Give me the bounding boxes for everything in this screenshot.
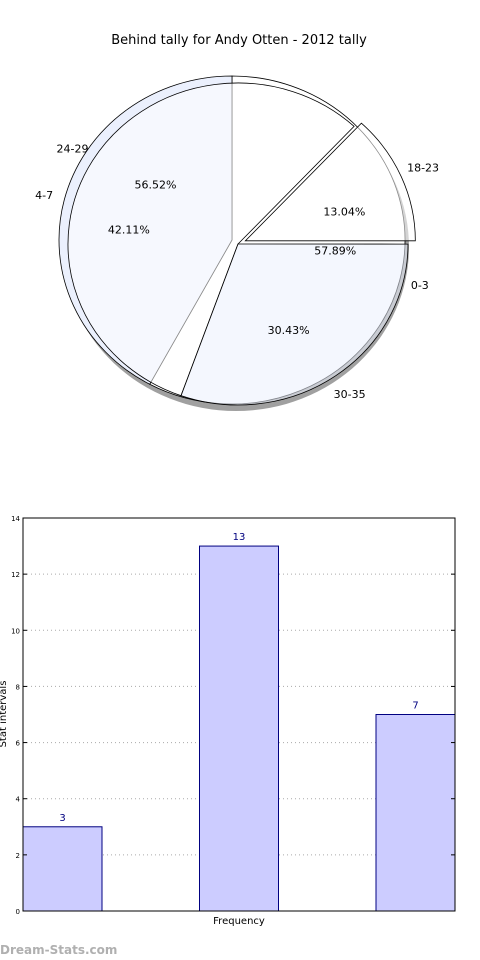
- bar-1: [22, 826, 103, 912]
- pie-label-24-29: 24-29: [56, 143, 88, 156]
- bar-value-label-2: 13: [233, 532, 246, 543]
- bar-y-axis-label: Stat intervals: [0, 681, 9, 748]
- pie-percent-24-29: 56.52%: [134, 178, 176, 191]
- pie-label-30-35: 30-35: [334, 388, 366, 401]
- watermark: Dream-Stats.com: [0, 943, 117, 957]
- pie-label-18-23: 18-23: [407, 162, 439, 175]
- y-tick-label: 6: [16, 740, 21, 748]
- pie-percent-4-7: 42.11%: [108, 223, 150, 236]
- bar-bars: 3 13 7: [22, 532, 456, 912]
- pie-title: Behind tally for Andy Otten - 2012 tally: [111, 33, 367, 48]
- pie-slice-18-23: [244, 122, 416, 242]
- pie-slices: [58, 75, 416, 406]
- y-tick-label: 4: [16, 796, 21, 804]
- pie-percent-30-35: 30.43%: [268, 324, 310, 337]
- y-tick-label: 0: [16, 908, 20, 916]
- y-tick-label: 8: [16, 683, 20, 691]
- y-tick-label: 14: [11, 515, 20, 523]
- bar-2: [199, 545, 279, 912]
- pie-chart: Behind tally for Andy Otten - 2012 tally…: [35, 33, 439, 411]
- pie-labels: 0-3 57.89% 4-7 42.11% 18-23 13.04% 24-29 56.52%…: [35, 143, 439, 402]
- bar-chart: 3 13 7 0 2 4 6 8 10 12 14 Frequency Stat interval…: [0, 515, 456, 957]
- y-tick-label: 12: [11, 571, 20, 579]
- pie-percent-18-23: 13.04%: [323, 205, 365, 218]
- bar-value-label-1: 3: [59, 813, 65, 824]
- pie-label-4-7: 4-7: [35, 189, 53, 202]
- bar-3: [375, 714, 456, 912]
- pie-slice-24-29: [67, 82, 355, 397]
- y-tick-label: 2: [16, 852, 20, 860]
- bar-plot-frame: [22, 517, 456, 912]
- bar-value-label-3: 7: [412, 701, 418, 712]
- y-tick-label: 10: [11, 627, 20, 635]
- pie-slice-30-35: [180, 243, 409, 406]
- pie-percent-0-3: 57.89%: [314, 245, 356, 258]
- bar-x-axis-label: Frequency: [213, 916, 265, 927]
- pie-label-0-3: 0-3: [411, 279, 429, 292]
